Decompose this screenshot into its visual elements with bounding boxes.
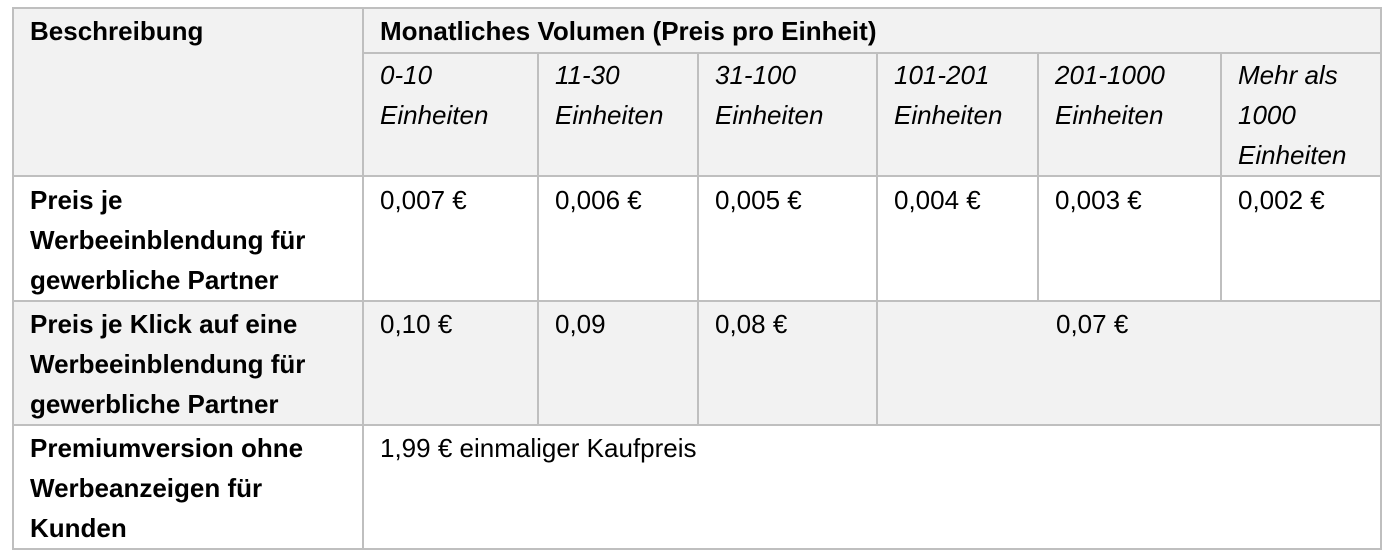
premium-price-cell: 1,99 € einmaliger Kaufpreis (361, 424, 1383, 550)
price-cell: 0,007 € (362, 175, 539, 302)
price-cell: 0,005 € (697, 175, 878, 302)
pricing-table: Beschreibung Monatliches Volumen (Preis … (12, 7, 1383, 550)
tier-header: 31-100 Einheiten (697, 52, 878, 177)
price-cell: 0,004 € (876, 175, 1039, 302)
description-header: Beschreibung (12, 7, 364, 177)
row-label: Preis je Werbeeinblendung für gewerblich… (12, 175, 364, 302)
table-row: Preis je Klick auf eine Werbeeinblendung… (12, 300, 1383, 426)
tier-header-row: 0-10 Einheiten 11-30 Einheiten 31-100 Ei… (13, 52, 1383, 177)
price-cell: 0,10 € (362, 300, 539, 426)
price-cell: 0,006 € (537, 175, 699, 302)
header-row: Beschreibung Monatliches Volumen (Preis … (12, 7, 1383, 177)
volume-header: Monatliches Volumen (Preis pro Einheit) (361, 7, 1383, 54)
tier-header: 0-10 Einheiten (362, 52, 539, 177)
price-cell: 0,003 € (1037, 175, 1222, 302)
tier-header: Mehr als 1000 Einheiten (1219, 52, 1383, 177)
merged-price-cell: 0,07 € (875, 300, 1383, 426)
tier-header: 201-1000 Einheiten (1037, 52, 1222, 177)
table-row: Preis je Werbeeinblendung für gewerblich… (12, 175, 1383, 302)
row-label: Preis je Klick auf eine Werbeeinblendung… (12, 300, 364, 426)
price-cell: 0,08 € (697, 300, 878, 426)
tier-header: 101-201 Einheiten (876, 52, 1039, 177)
row-label: Premiumversion ohne Werbeanzeigen für Ku… (12, 424, 364, 550)
price-cell: 0,002 € (1219, 175, 1383, 302)
table-row: Premiumversion ohne Werbeanzeigen für Ku… (12, 424, 1383, 550)
tier-header: 11-30 Einheiten (537, 52, 699, 177)
price-cell: 0,09 (537, 300, 699, 426)
